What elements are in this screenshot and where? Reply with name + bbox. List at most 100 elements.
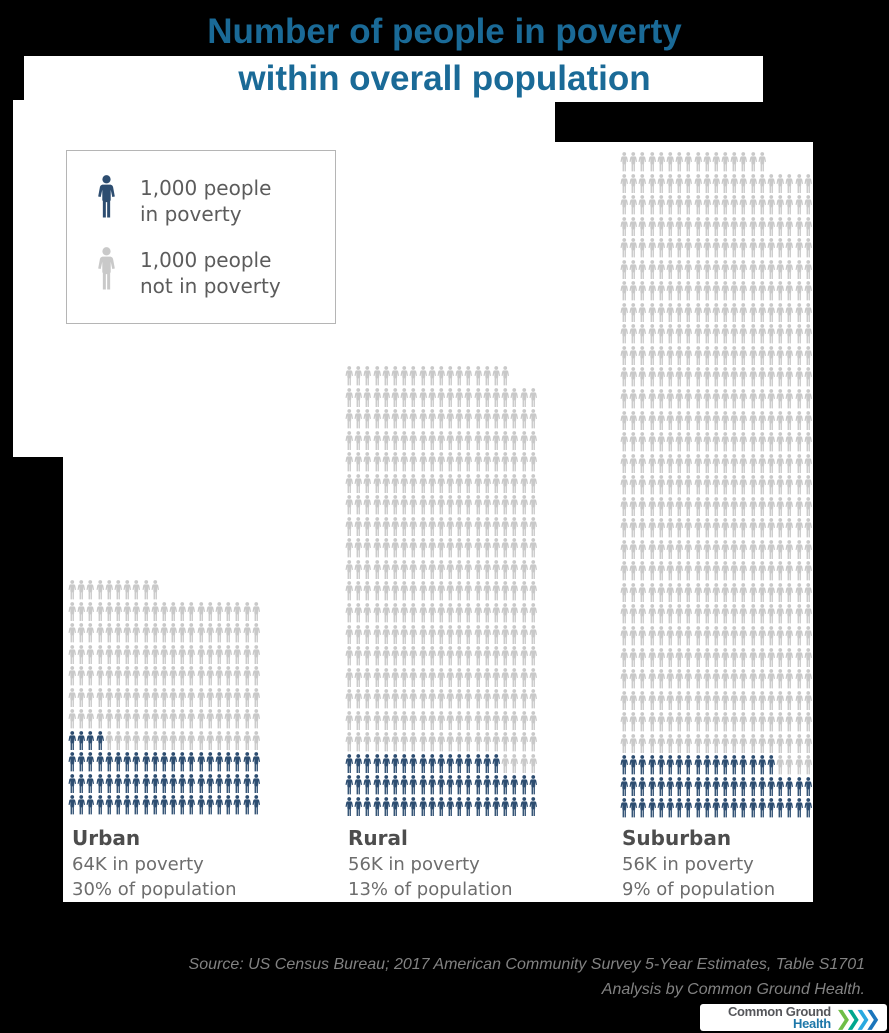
person-icon — [86, 709, 95, 729]
person-icon — [252, 623, 260, 643]
person-icon — [446, 603, 455, 623]
person-icon — [409, 473, 418, 494]
person-icon — [648, 669, 656, 689]
person-icon — [215, 623, 224, 643]
person-icon — [474, 732, 482, 752]
person-icon — [373, 667, 381, 687]
person-icon — [749, 496, 757, 517]
person-icon — [464, 667, 473, 687]
person-icon — [776, 475, 785, 495]
person-icon — [354, 409, 363, 429]
person-icon — [437, 516, 445, 537]
person-icon — [666, 152, 674, 172]
person-icon — [666, 690, 674, 710]
person-icon — [739, 475, 748, 495]
person-icon — [474, 495, 482, 515]
chart-title-line1: Number of people in poverty — [207, 12, 682, 51]
person-icon — [123, 666, 132, 686]
person-icon — [520, 775, 528, 795]
person-icon — [693, 604, 702, 624]
person-icon — [418, 559, 427, 580]
person-icon — [400, 796, 409, 817]
person-icon — [187, 773, 196, 794]
person-icon — [132, 623, 141, 643]
person-icon — [77, 687, 86, 708]
person-icon — [684, 518, 693, 538]
person-icon — [758, 582, 766, 603]
person-icon — [178, 687, 187, 708]
pictogram-row — [345, 623, 538, 645]
person-icon — [721, 626, 730, 646]
person-icon — [391, 452, 399, 472]
person-icon — [373, 430, 381, 450]
person-icon — [804, 669, 812, 689]
person-icon — [382, 796, 390, 817]
person-icon — [712, 367, 720, 387]
person-icon — [767, 475, 776, 495]
pictogram-row — [68, 621, 261, 643]
person-icon — [141, 601, 150, 621]
person-icon — [160, 752, 168, 772]
person-icon — [758, 389, 766, 409]
person-icon — [354, 538, 363, 558]
person-icon — [529, 689, 537, 709]
person-icon — [215, 773, 224, 794]
person-icon — [620, 389, 629, 409]
person-icon — [510, 387, 519, 407]
person-icon — [382, 624, 390, 644]
person-icon — [657, 410, 665, 430]
chevron-icon: ❯ — [834, 1005, 852, 1030]
person-icon — [684, 755, 693, 775]
person-icon — [418, 516, 427, 537]
person-icon — [739, 302, 748, 323]
person-icon — [169, 795, 178, 815]
person-icon — [749, 302, 757, 323]
person-icon — [804, 389, 812, 409]
person-icon — [529, 559, 537, 580]
person-icon — [529, 624, 537, 644]
person-icon — [529, 603, 537, 623]
person-icon — [354, 516, 363, 537]
person-icon — [123, 773, 132, 794]
person-icon — [86, 773, 95, 794]
person-icon — [520, 710, 528, 731]
person-icon — [382, 516, 390, 537]
person-icon — [132, 752, 141, 772]
person-icon — [785, 324, 794, 344]
person-icon — [382, 473, 390, 494]
person-icon — [648, 432, 656, 452]
person-icon — [629, 647, 638, 667]
person-icon — [501, 753, 510, 774]
person-icon — [418, 624, 427, 644]
person-icon — [77, 601, 86, 621]
person-icon — [648, 410, 656, 430]
person-icon — [675, 281, 684, 301]
person-icon — [758, 776, 766, 797]
person-icon — [529, 710, 537, 731]
person-icon — [363, 775, 372, 795]
person-icon — [776, 604, 785, 624]
person-icon — [739, 604, 748, 624]
person-icon — [749, 669, 757, 689]
person-icon — [758, 152, 766, 172]
person-icon — [428, 646, 436, 666]
person-icon — [795, 281, 803, 301]
person-icon — [629, 733, 638, 754]
person-icon — [804, 733, 812, 754]
person-icon — [730, 604, 739, 624]
person-icon — [510, 581, 519, 601]
person-icon — [776, 690, 785, 710]
person-icon — [767, 518, 776, 538]
person-icon — [712, 561, 720, 581]
person-icon — [749, 755, 757, 775]
person-icon — [483, 495, 491, 515]
person-icon — [492, 775, 501, 795]
pictogram-row — [68, 686, 261, 708]
person-icon — [712, 173, 720, 193]
person-icon — [730, 755, 739, 775]
person-icon — [243, 687, 251, 708]
person-icon — [215, 687, 224, 708]
person-icon — [483, 366, 491, 386]
person-icon — [675, 669, 684, 689]
